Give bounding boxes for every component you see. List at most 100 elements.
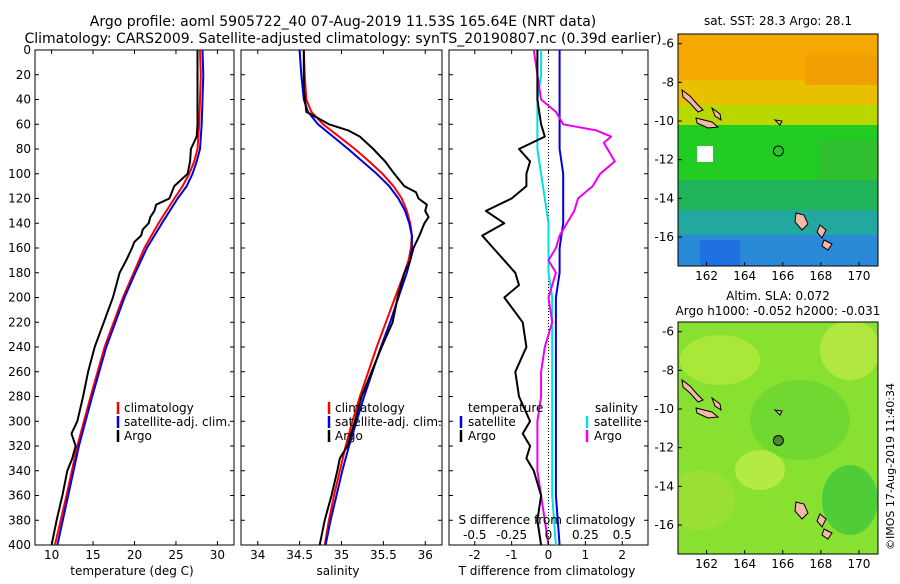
sla-map-xtick-label: 166 [771, 557, 794, 571]
island-malekula [816, 224, 827, 239]
depth-ytick-label: 80 [16, 142, 31, 156]
legend-label-s-satellite: satellite [594, 415, 642, 429]
depth-ytick-label: 400 [8, 538, 31, 552]
sst-map-xtick-label: 168 [809, 269, 832, 283]
island-efate [821, 528, 833, 540]
depth-ytick-label: 140 [8, 216, 31, 230]
figure-title-line2: Climatology: CARS2009. Satellite-adjuste… [24, 31, 661, 47]
island-malekula [816, 513, 827, 528]
sla-map-ytick-label: -16 [654, 518, 674, 532]
depth-ytick-label: 160 [8, 241, 31, 255]
island-malaita [710, 396, 722, 412]
temp-series-argo [50, 50, 199, 545]
diff-stick-label: -0.5 [463, 528, 486, 542]
sst-band-5 [678, 180, 878, 215]
sst-map-field [678, 34, 878, 266]
sst-map-ytick-label: -14 [654, 191, 674, 205]
salinity-legend: climatology satellite-adj. clim. Argo [327, 401, 442, 443]
depth-ytick-label: 180 [8, 266, 31, 280]
island-guadalcanal [695, 117, 720, 129]
legend-label-climatology: climatology [124, 401, 194, 415]
sla-map-ytick-label: -12 [654, 441, 674, 455]
temperature-xlabel: temperature (deg C) [70, 564, 193, 578]
temp-xtick-label: 15 [85, 548, 100, 562]
legend-heading-salinity: salinity [595, 401, 638, 415]
diff-stick-label: 0.25 [572, 528, 599, 542]
sla-map-field [678, 322, 878, 554]
diff-xtick-label: 2 [618, 548, 626, 562]
temp-xtick-label: 30 [210, 548, 225, 562]
legend-label-satellite: satellite-adj. clim. [124, 415, 231, 429]
sla-map-title-line2: Argo h1000: -0.052 h2000: -0.031 [676, 304, 881, 318]
depth-ytick-label: 120 [8, 192, 31, 206]
sla-blob-5 [822, 465, 878, 535]
temperature-series-group [50, 50, 205, 545]
sal-xtick-label: 35.5 [370, 548, 397, 562]
sal-xtick-label: 36 [418, 548, 433, 562]
island-guadalcanal [695, 407, 720, 419]
sla-map-title-line1: Altim. SLA: 0.072 [726, 289, 830, 303]
sst-map-ytick-label: -8 [662, 75, 674, 89]
sla-blob-4 [678, 470, 735, 530]
sst-map-ticks: 162 164 166 168 170 -6 -8 -10 -12 -14 -16 [654, 37, 870, 283]
diff-xtick-label: 1 [582, 548, 590, 562]
diff-stick-label: -0.25 [496, 528, 527, 542]
sst-nodata-patch [697, 146, 713, 162]
sst-map-ytick-label: -6 [662, 37, 674, 51]
sst-map-ytick-label: -10 [654, 114, 674, 128]
legend-label-t-argo: Argo [468, 429, 496, 443]
sst-map-xtick-label: 170 [847, 269, 870, 283]
sal-xtick-label: 34.5 [286, 548, 313, 562]
sst-patch-c [820, 140, 878, 180]
legend-label-climatology: climatology [335, 401, 405, 415]
sla-blob-2 [750, 380, 850, 460]
island-efate [821, 239, 833, 251]
sla-map-ytick-label: -8 [662, 363, 674, 377]
island-santa-cruz [773, 119, 783, 126]
sla-map-xtick-label: 162 [695, 557, 718, 571]
depth-ytick-label: 40 [16, 93, 31, 107]
legend-label-satellite: satellite-adj. clim. [335, 415, 442, 429]
sal-series-argo [302, 50, 430, 545]
sla-map-ytick-label: -6 [662, 325, 674, 339]
sal-xtick-label: 34 [250, 548, 265, 562]
sla-map-argo-marker [772, 435, 784, 446]
diff-series-s-argo [532, 50, 616, 545]
depth-ytick-label: 280 [8, 390, 31, 404]
legend-heading-temperature: temperature [468, 401, 543, 415]
depth-ytick-label: 200 [8, 291, 31, 305]
depth-ytick-label: 300 [8, 414, 31, 428]
diff-stick-label: 0 [545, 528, 553, 542]
island-espiritu-santo [794, 501, 809, 520]
sla-map-xtick-label: 164 [733, 557, 756, 571]
depth-ytick-label: 260 [8, 365, 31, 379]
sst-map-argo-marker [772, 145, 784, 157]
island-santa-isabel [681, 88, 704, 113]
island-santa-isabel [681, 378, 704, 403]
imos-timestamp: ©IMOS 17-Aug-2019 11:40:34 [884, 383, 897, 550]
sla-map-ytick-label: -14 [654, 479, 674, 493]
sla-map-xtick-label: 168 [809, 557, 832, 571]
diff-xtick-label: 0 [545, 548, 553, 562]
legend-label-argo: Argo [124, 429, 152, 443]
island-espiritu-santo [794, 212, 809, 231]
sst-map-xtick-label: 166 [771, 269, 794, 283]
temperature-legend: climatology satellite-adj. clim. Argo [116, 401, 231, 443]
sla-map-ytick-label: -10 [654, 402, 674, 416]
sst-patch-a [700, 240, 740, 266]
sal-series-satellite-adj-clim- [298, 50, 413, 545]
temp-xtick-label: 20 [127, 548, 142, 562]
legend-label-s-argo: Argo [594, 429, 622, 443]
island-santa-cruz [773, 409, 783, 416]
depth-ytick-label: 360 [8, 489, 31, 503]
depth-ytick-label: 320 [8, 439, 31, 453]
depth-ytick-label: 380 [8, 513, 31, 527]
sla-map-xtick-label: 170 [847, 557, 870, 571]
diff-series-s-satellite [536, 50, 557, 545]
sst-map-title: sat. SST: 28.3 Argo: 28.1 [704, 14, 852, 28]
temp-series-climatology [53, 50, 202, 545]
depth-ytick-label: 220 [8, 315, 31, 329]
difference-series-group [481, 50, 616, 545]
sla-blob-6 [735, 450, 785, 490]
